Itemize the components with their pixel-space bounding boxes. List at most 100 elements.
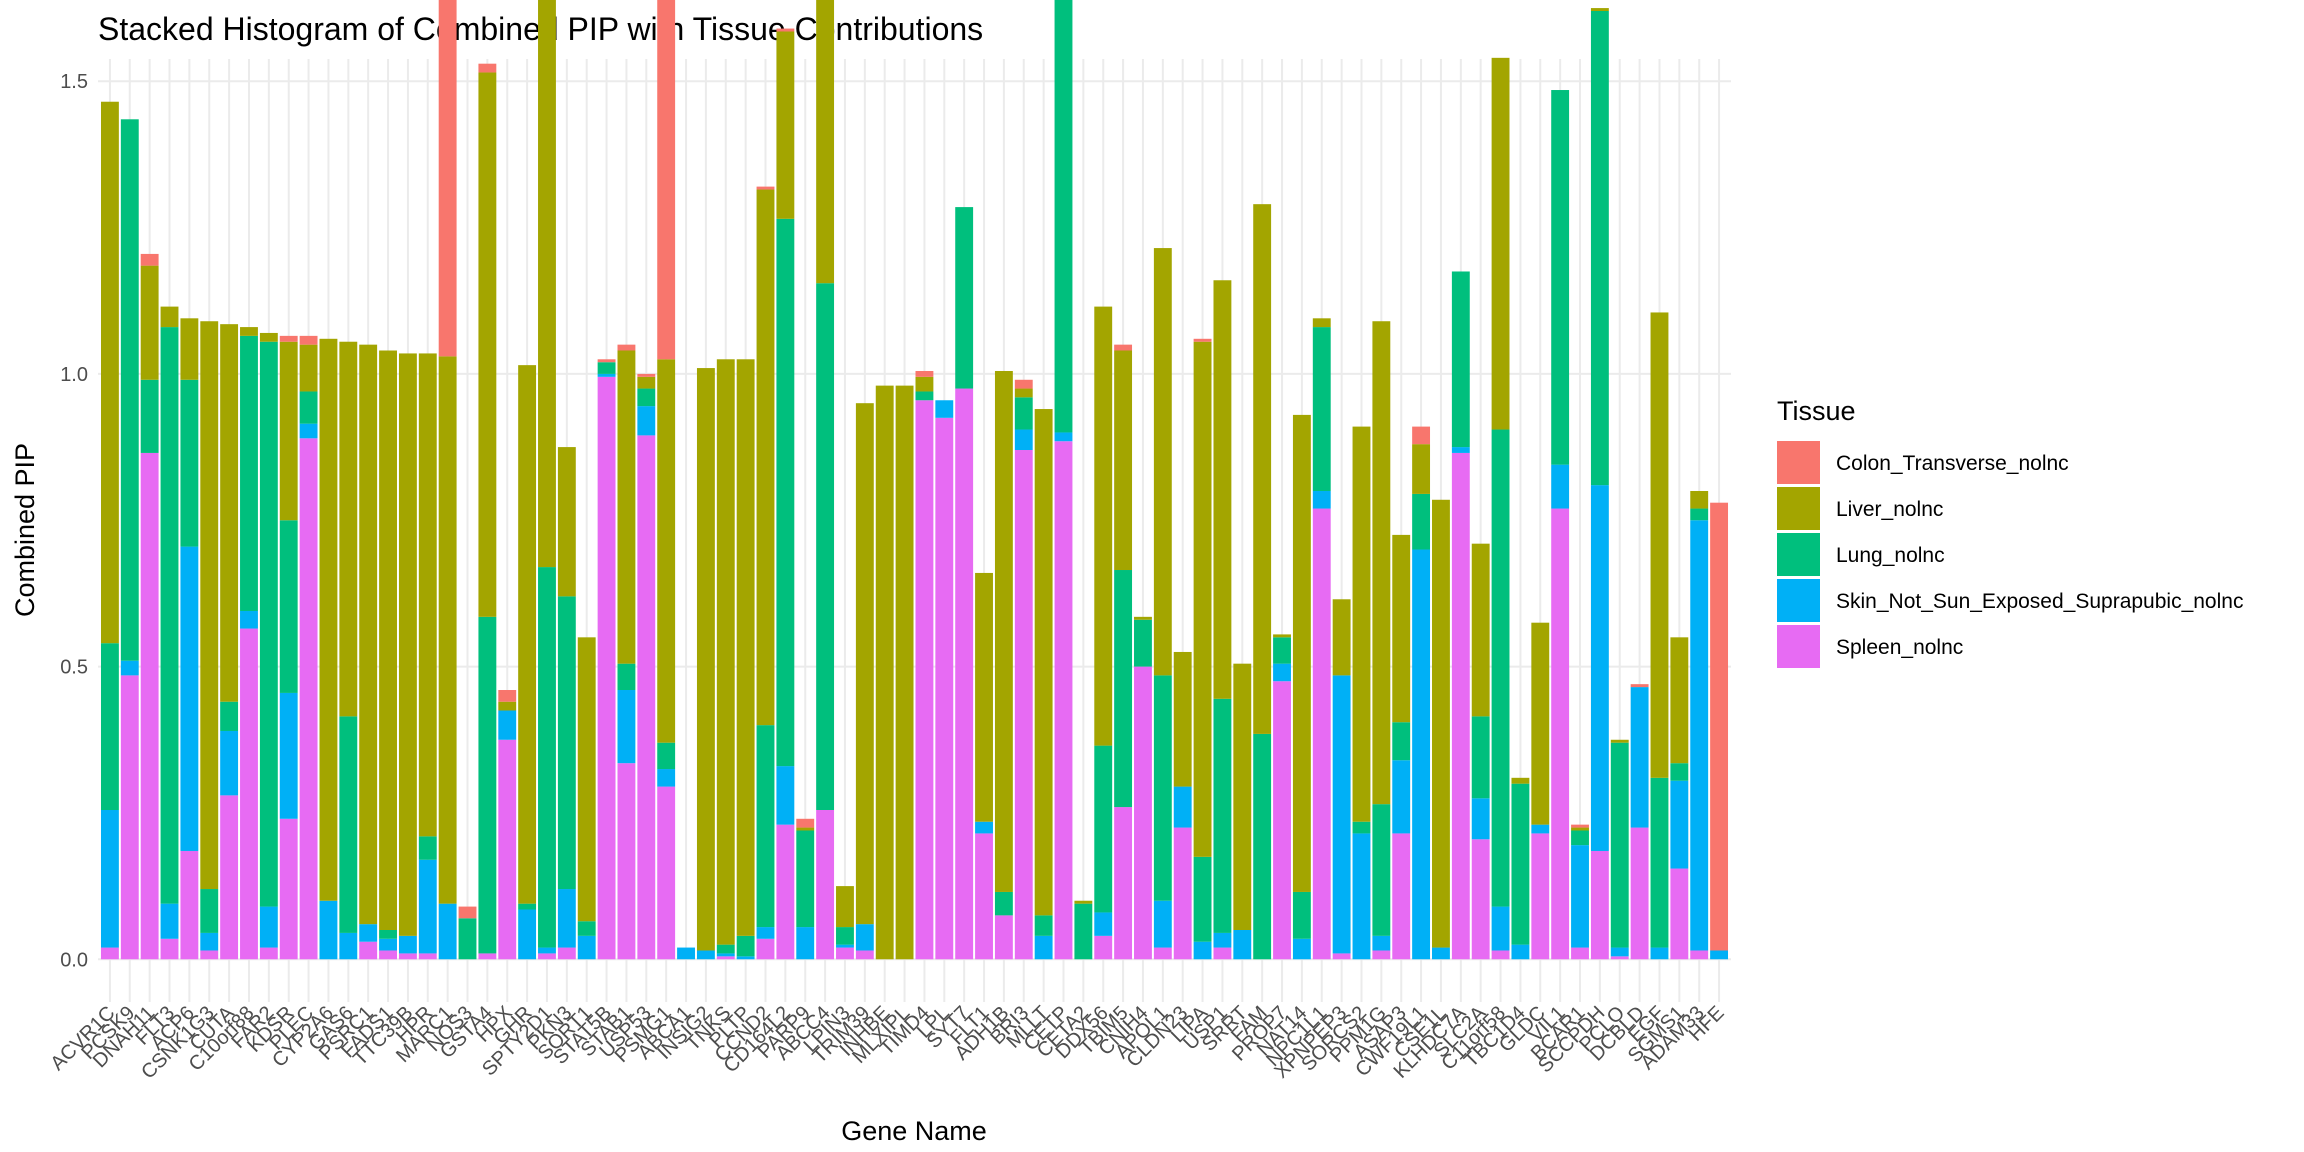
bar-segment bbox=[518, 909, 537, 960]
bar-segment bbox=[1590, 8, 1609, 12]
bar-segment bbox=[120, 660, 139, 676]
bar-segment bbox=[458, 906, 477, 919]
bar-segment bbox=[577, 637, 596, 922]
bar-segment bbox=[657, 359, 676, 743]
bar-segment bbox=[756, 186, 775, 190]
bar-segment bbox=[538, 0, 556, 568]
bar-segment bbox=[935, 417, 954, 960]
bar-segment bbox=[895, 385, 914, 960]
bar-segment bbox=[1412, 426, 1431, 445]
bar-segment bbox=[597, 359, 616, 363]
bar-segment bbox=[915, 391, 934, 401]
bar-segment bbox=[637, 435, 656, 960]
bar-segment bbox=[657, 0, 676, 360]
bar-segment bbox=[1273, 681, 1291, 960]
bar-segment bbox=[1074, 903, 1093, 960]
legend-key bbox=[1777, 487, 1820, 530]
bar-segment bbox=[200, 889, 219, 933]
bar-segment bbox=[1650, 777, 1669, 948]
bar-segment bbox=[538, 567, 556, 948]
bar-segment bbox=[836, 944, 854, 948]
bar-segment bbox=[1332, 599, 1351, 676]
bar-segment bbox=[716, 944, 735, 954]
bar-segment bbox=[1014, 379, 1033, 389]
bar-segment bbox=[617, 344, 636, 351]
bar-segment bbox=[1630, 687, 1649, 828]
bar-segment bbox=[756, 927, 775, 939]
bar-segment bbox=[220, 324, 239, 702]
bar-segment bbox=[1312, 327, 1331, 491]
bar-segment bbox=[1630, 684, 1649, 688]
bar-segment bbox=[1193, 338, 1212, 342]
bar-segment bbox=[359, 924, 378, 942]
bar-segment bbox=[379, 350, 397, 931]
bar-segment bbox=[617, 763, 636, 960]
legend-label: Liver_nolnc bbox=[1836, 498, 1943, 521]
bar-segment bbox=[180, 318, 199, 380]
bar-segment bbox=[120, 119, 139, 661]
bar-segment bbox=[696, 368, 715, 951]
bar-segment bbox=[1193, 341, 1212, 857]
bar-segment bbox=[1432, 947, 1450, 960]
bar-segment bbox=[617, 663, 636, 691]
bar-segment bbox=[1432, 499, 1450, 948]
bar-segment bbox=[716, 359, 735, 945]
y-tick-label: 1.5 bbox=[60, 71, 88, 93]
bar-segment bbox=[1273, 634, 1291, 638]
bar-segment bbox=[1233, 930, 1252, 960]
bar-segment bbox=[557, 447, 576, 597]
bar-segment bbox=[1590, 850, 1609, 960]
bar-segment bbox=[279, 341, 298, 521]
bar-segment bbox=[816, 0, 835, 284]
bar-segment bbox=[200, 321, 219, 890]
bar-segment bbox=[1153, 900, 1172, 948]
bar-segment bbox=[478, 63, 497, 73]
bar-segment bbox=[1253, 204, 1272, 734]
bar-segment bbox=[1690, 508, 1709, 521]
bar-segment bbox=[240, 335, 258, 611]
bar-segment bbox=[259, 341, 278, 907]
bar-segment bbox=[1491, 57, 1510, 430]
bar-segment bbox=[875, 385, 894, 960]
y-tick-label: 0.0 bbox=[60, 949, 88, 971]
bar-segment bbox=[359, 344, 378, 925]
bar-segment bbox=[1134, 619, 1152, 667]
bar-segment bbox=[498, 690, 517, 702]
bar-segment bbox=[1590, 11, 1609, 486]
bar-segment bbox=[319, 900, 338, 960]
bar-segment bbox=[279, 692, 298, 819]
bar-segment bbox=[240, 610, 258, 629]
bar-segment bbox=[299, 438, 318, 960]
bar-segment bbox=[557, 889, 576, 948]
bar-segment bbox=[279, 335, 298, 342]
bar-segment bbox=[259, 906, 278, 948]
bar-segment bbox=[1710, 502, 1729, 951]
bar-segment bbox=[498, 739, 517, 960]
bar-segment bbox=[1551, 508, 1570, 960]
bar-segment bbox=[1312, 508, 1331, 960]
bar-segment bbox=[1213, 280, 1232, 699]
bar-segment bbox=[1014, 388, 1033, 398]
bar-segment bbox=[1372, 321, 1391, 805]
bar-segment bbox=[776, 766, 795, 825]
bar-segment bbox=[1531, 824, 1550, 834]
bar-segment bbox=[1054, 441, 1073, 960]
bar-segment bbox=[1213, 698, 1232, 933]
bar-segment bbox=[220, 730, 239, 796]
bar-segment bbox=[1213, 932, 1232, 948]
bar-segment bbox=[1193, 856, 1212, 942]
bar-segment bbox=[1412, 493, 1431, 550]
bar-segment bbox=[1690, 950, 1709, 960]
bar-segment bbox=[1511, 777, 1530, 784]
bar-segment bbox=[1372, 935, 1391, 951]
legend-key bbox=[1777, 441, 1820, 484]
bar-segment bbox=[816, 283, 835, 811]
bar-segment bbox=[1670, 868, 1689, 960]
bar-segment bbox=[1372, 950, 1391, 960]
bar-segment bbox=[637, 376, 656, 389]
bar-segment bbox=[736, 359, 755, 936]
bar-segment bbox=[776, 31, 795, 219]
bar-segment bbox=[1094, 935, 1113, 960]
bar-segment bbox=[339, 932, 358, 960]
